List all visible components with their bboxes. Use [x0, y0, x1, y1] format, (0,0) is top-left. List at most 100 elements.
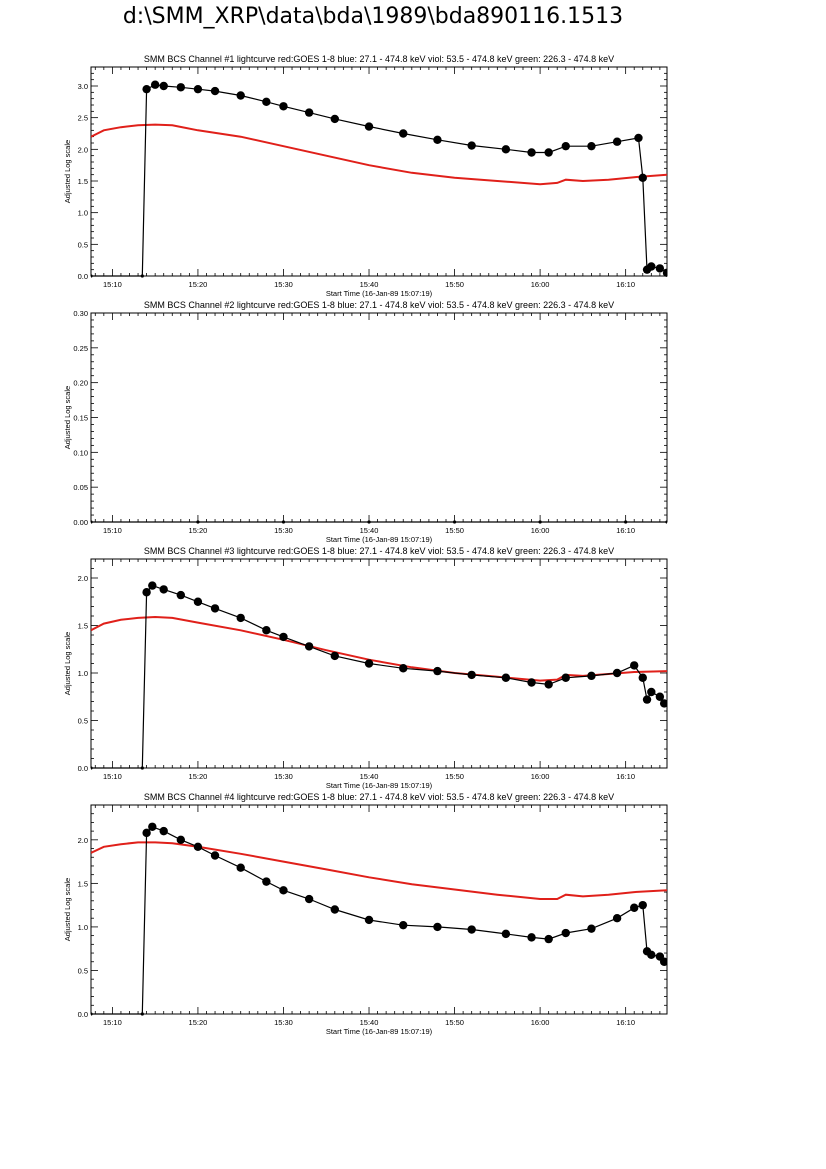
y-tick-label: 1.5	[78, 622, 88, 631]
x-tick-label: 15:10	[103, 1018, 122, 1027]
y-tick-label: 2.0	[78, 145, 88, 154]
bcs-data-point	[262, 97, 271, 107]
bcs-data-point	[655, 264, 665, 273]
bcs-data-point	[612, 137, 622, 146]
bcs-data-point	[638, 173, 647, 183]
bcs-data-point	[142, 828, 151, 838]
bcs-data-point	[159, 826, 168, 836]
bcs-data-point	[659, 957, 667, 966]
bcs-data-point	[624, 520, 628, 524]
chart-panel-4: SMM BCS Channel #4 lightcurve red:GOES 1…	[63, 792, 668, 1036]
plot-frame	[90, 312, 668, 523]
bcs-data-point	[647, 687, 656, 697]
bcs-data-point	[148, 822, 157, 831]
bcs-data-point	[304, 894, 314, 904]
bcs-data-point	[159, 585, 168, 594]
x-tick-label: 16:10	[616, 526, 635, 535]
bcs-data-point	[659, 699, 667, 708]
x-tick-label: 15:30	[274, 280, 293, 289]
bcs-data-point	[467, 141, 476, 150]
chart-panel-2: SMM BCS Channel #2 lightcurve red:GOES 1…	[63, 300, 668, 544]
plot-area	[91, 520, 667, 524]
x-tick-label: 15:30	[274, 526, 293, 535]
y-tick-label: 3.0	[78, 82, 88, 91]
x-tick-label: 15:20	[189, 1018, 208, 1027]
bcs-data-point	[364, 659, 374, 668]
chart-title: SMM BCS Channel #3 lightcurve red:GOES 1…	[144, 546, 614, 556]
y-axis-label: Adjusted Log scale	[63, 632, 72, 695]
x-tick-label: 16:00	[531, 772, 550, 781]
bcs-data-point	[634, 133, 643, 143]
bcs-data-point	[538, 520, 542, 524]
bcs-data-point	[587, 924, 596, 933]
x-tick-label: 15:20	[189, 280, 208, 289]
bcs-data-point	[159, 81, 168, 91]
bcs-data-point	[330, 651, 340, 661]
bcs-data-point	[236, 863, 245, 872]
plot-area	[91, 581, 667, 770]
chart-panel-3: SMM BCS Channel #3 lightcurve red:GOES 1…	[63, 546, 668, 790]
plot-frame	[90, 66, 668, 277]
bcs-data-point	[176, 835, 186, 845]
x-tick-label: 15:50	[445, 772, 464, 781]
bcs-data-point	[561, 928, 570, 938]
y-tick-label: 0.0	[78, 272, 88, 281]
x-tick-label: 15:50	[445, 280, 464, 289]
x-tick-label: 16:10	[616, 280, 635, 289]
chart-title: SMM BCS Channel #2 lightcurve red:GOES 1…	[144, 300, 614, 310]
y-tick-label: 1.0	[78, 923, 88, 932]
y-tick-label: 1.5	[78, 177, 88, 186]
chart-title: SMM BCS Channel #4 lightcurve red:GOES 1…	[144, 792, 614, 802]
bcs-data-point	[142, 84, 151, 94]
bcs-data-point	[91, 766, 93, 770]
bcs-data-point	[236, 91, 245, 100]
bcs-data-point	[544, 680, 553, 689]
plot-frame	[90, 558, 668, 769]
chart-panel-1: SMM BCS Channel #1 lightcurve red:GOES 1…	[63, 54, 668, 298]
x-tick-label: 15:10	[103, 526, 122, 535]
plot-area	[91, 822, 667, 1016]
bcs-data-point	[281, 520, 286, 524]
y-tick-label: 0.5	[78, 966, 88, 975]
x-tick-label: 16:10	[616, 772, 635, 781]
bcs-data-point	[330, 114, 340, 124]
bcs-data-point	[193, 842, 203, 851]
bcs-data-point	[647, 950, 656, 959]
bcs-data-point	[210, 86, 220, 96]
y-tick-label: 0.20	[73, 379, 88, 388]
bcs-data-point	[176, 590, 186, 600]
bcs-data-point	[612, 668, 622, 678]
bcs-data-point	[236, 613, 245, 623]
bcs-data-point	[638, 673, 647, 682]
bcs-data-point	[364, 122, 374, 131]
x-tick-label: 15:50	[445, 526, 464, 535]
bcs-data-point	[665, 520, 667, 524]
bcs-data-point	[467, 670, 476, 680]
bcs-data-point	[148, 581, 157, 590]
bcs-data-point	[501, 673, 511, 682]
x-axis-label: Start Time (16-Jan-89 15:07:19)	[326, 289, 433, 298]
bcs-data-point	[304, 108, 314, 117]
bcs-data-point	[587, 141, 596, 151]
y-tick-label: 0.5	[78, 240, 88, 249]
bcs-data-point	[399, 920, 408, 930]
x-tick-label: 15:10	[103, 280, 122, 289]
bcs-data-point	[367, 520, 371, 524]
bcs-data-point	[612, 914, 622, 923]
bcs-data-point	[304, 642, 314, 651]
bcs-data-point	[196, 520, 200, 524]
x-tick-label: 16:00	[531, 280, 550, 289]
x-tick-label: 16:00	[531, 1018, 550, 1027]
x-tick-label: 15:40	[360, 526, 379, 535]
bcs-data-point	[142, 588, 151, 597]
bcs-data-point	[150, 80, 160, 89]
y-axis-label: Adjusted Log scale	[63, 878, 72, 941]
bcs-data-point	[527, 933, 536, 942]
x-tick-label: 15:40	[360, 772, 379, 781]
x-tick-label: 16:00	[531, 526, 550, 535]
bcs-curve	[91, 584, 665, 769]
goes-curve	[91, 123, 667, 186]
bcs-data-point	[433, 666, 442, 676]
chart-title: SMM BCS Channel #1 lightcurve red:GOES 1…	[144, 54, 614, 64]
